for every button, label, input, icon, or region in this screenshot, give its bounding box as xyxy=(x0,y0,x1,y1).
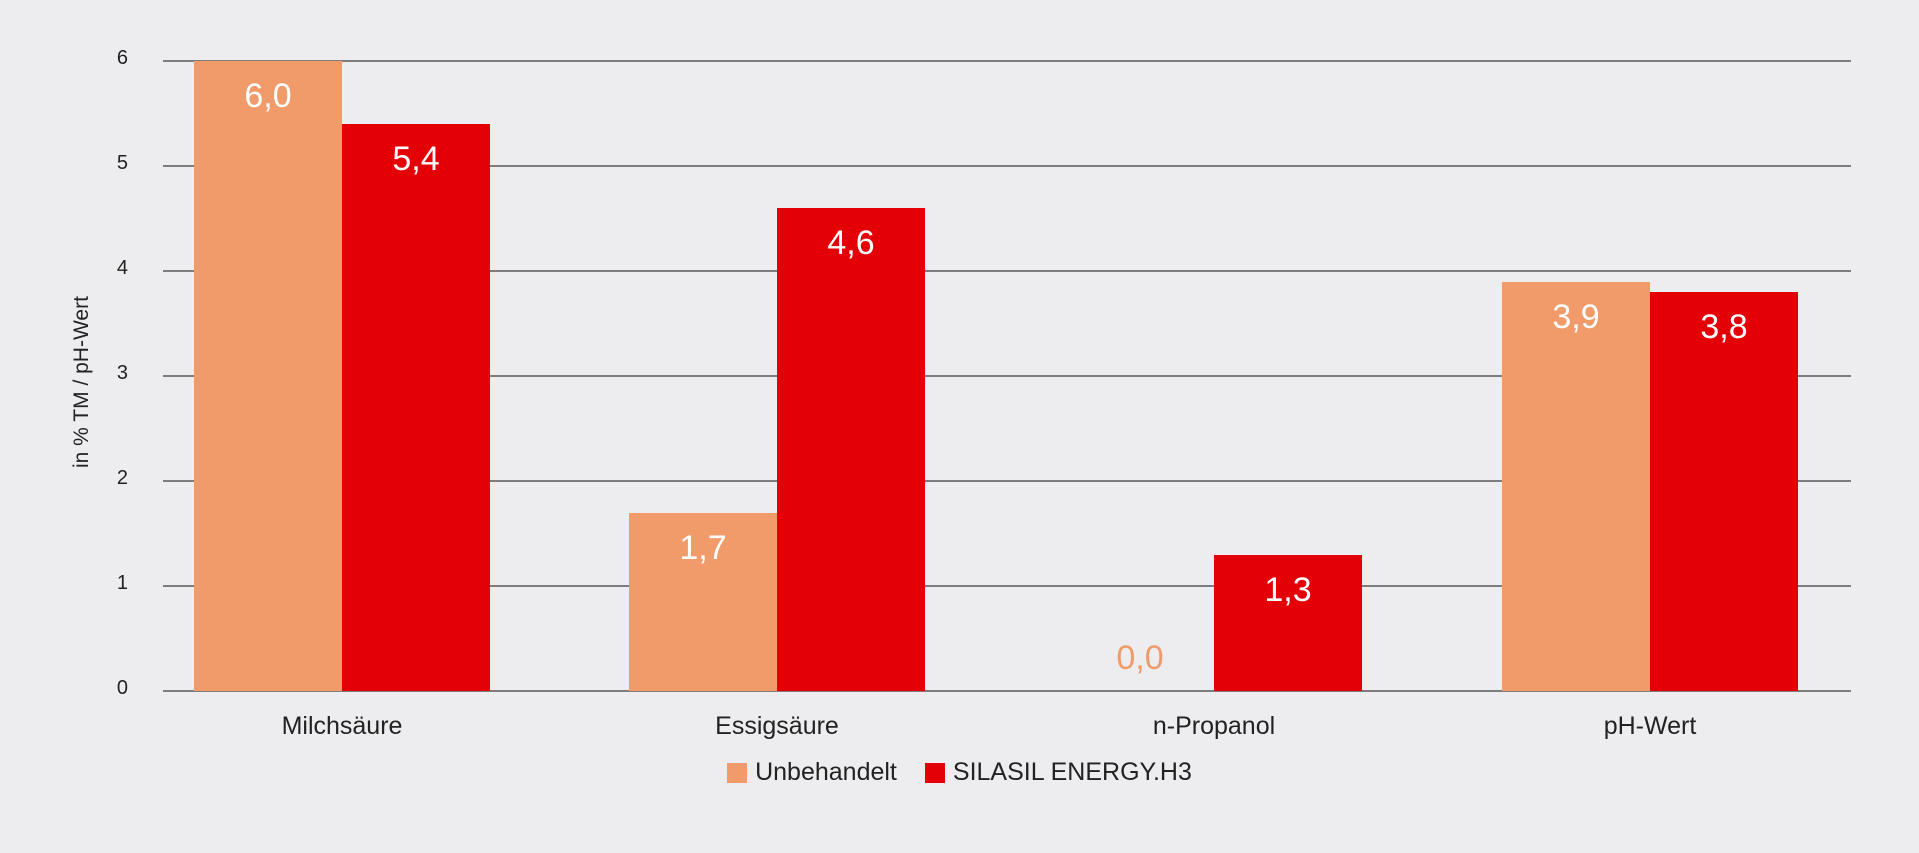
bar-value-label: 1,3 xyxy=(1264,570,1312,609)
legend-item-silasil: SILASIL ENERGY.H3 xyxy=(924,758,1192,787)
gridline xyxy=(163,270,1851,272)
y-tick-label: 3 xyxy=(116,362,128,384)
bar-unbehandelt: 1,7 xyxy=(629,512,777,691)
bar-silasil: 1,3 xyxy=(1214,554,1362,691)
y-tick-label: 2 xyxy=(116,467,128,489)
x-axis-label: pH-Wert xyxy=(1603,712,1697,740)
gridline xyxy=(163,690,1851,692)
bar-silasil: 4,6 xyxy=(777,208,925,691)
legend-item-unbehandelt: Unbehandelt xyxy=(727,758,897,787)
legend-label-silasil: SILASIL ENERGY.H3 xyxy=(952,758,1192,786)
x-axis-label: n-Propanol xyxy=(1152,712,1276,740)
y-tick-label: 1 xyxy=(116,572,128,594)
bar-unbehandelt: 6,0 xyxy=(194,61,342,691)
bar-value-label: 3,9 xyxy=(1552,297,1600,336)
y-tick-label: 4 xyxy=(116,257,128,279)
gridline xyxy=(163,480,1851,482)
legend-swatch-unbehandelt xyxy=(727,762,748,783)
legend-swatch-silasil xyxy=(924,762,945,783)
bar-value-label: 0,0 xyxy=(1116,639,1164,677)
y-tick-label: 6 xyxy=(116,47,128,69)
bar-value-label: 1,7 xyxy=(679,528,727,567)
bar-unbehandelt: 3,9 xyxy=(1502,281,1650,691)
x-axis-label: Essigsäure xyxy=(715,712,839,740)
gridline xyxy=(163,375,1851,377)
bar-value-label: 6,0 xyxy=(244,77,292,115)
x-axis-label: Milchsäure xyxy=(281,712,403,740)
legend-label-unbehandelt: Unbehandelt xyxy=(755,758,897,786)
bar-value-label: 4,6 xyxy=(827,224,875,262)
gridline xyxy=(163,60,1851,62)
bar-silasil: 3,8 xyxy=(1650,292,1798,691)
y-tick-label: 5 xyxy=(116,152,128,174)
gridline xyxy=(163,165,1851,167)
gridline xyxy=(163,585,1851,587)
y-tick-label: 0 xyxy=(116,677,128,699)
legend: Unbehandelt SILASIL ENERGY.H3 xyxy=(0,758,1919,787)
bar-value-label: 3,8 xyxy=(1700,308,1748,346)
bar-silasil: 5,4 xyxy=(342,124,490,691)
bar-value-label: 5,4 xyxy=(392,140,440,178)
